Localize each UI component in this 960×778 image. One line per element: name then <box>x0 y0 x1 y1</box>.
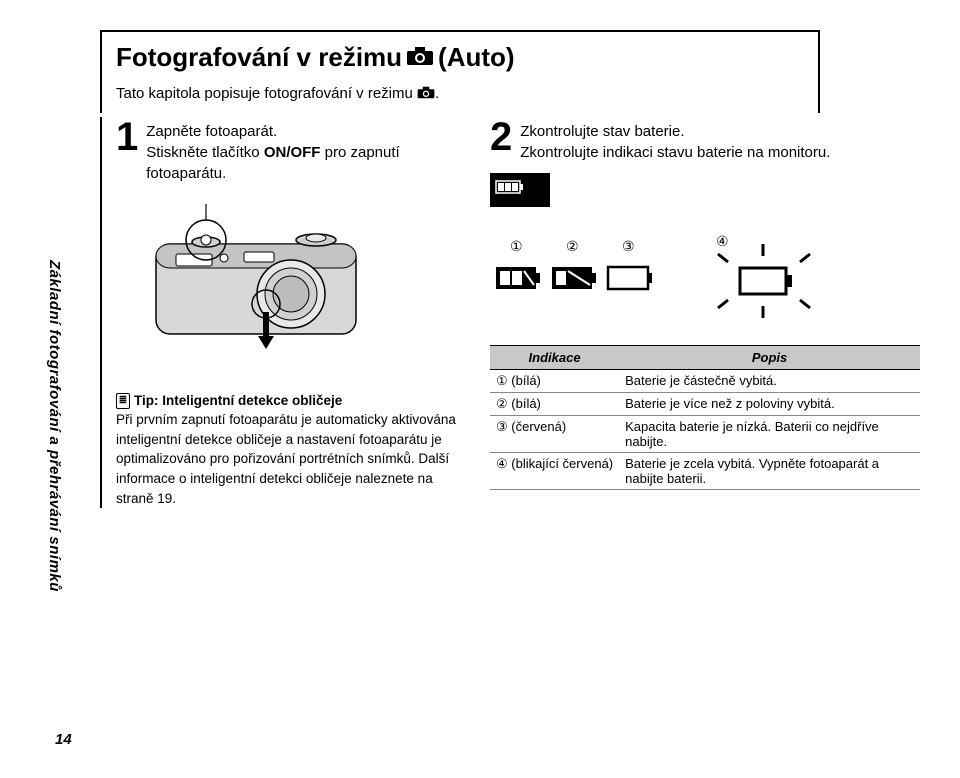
side-tab: Základní fotografování a přehrávání sním… <box>46 260 63 592</box>
page-title: Fotografování v režimu (Auto) <box>116 42 804 73</box>
tip-title-text: Tip: Inteligentní detekce obličeje <box>134 391 342 411</box>
step-2-text: Zkontrolujte stav baterie. Zkontrolujte … <box>520 117 830 163</box>
cell-description: Kapacita baterie je nízká. Baterii co ne… <box>619 415 920 452</box>
battery-indicators: ① ② ③ <box>490 232 920 327</box>
tip-block: ≣ Tip: Inteligentní detekce obličeje Při… <box>116 389 460 509</box>
indicator-4: ④ <box>710 232 820 327</box>
svg-text:③: ③ <box>622 238 635 254</box>
intro-prefix: Tato kapitola popisuje fotografování v r… <box>116 85 417 102</box>
svg-text:④: ④ <box>716 233 729 249</box>
cell-description: Baterie je částečně vybitá. <box>619 369 920 392</box>
camera-icon-small <box>417 86 435 103</box>
intro-suffix: . <box>435 85 439 102</box>
step-1-text: Zapněte fotoaparát. Stiskněte tlačítko O… <box>146 117 460 184</box>
step1-onoff: ON/OFF <box>264 144 321 161</box>
left-column: 1 Zapněte fotoaparát. Stiskněte tlačítko… <box>100 117 460 509</box>
columns: 1 Zapněte fotoaparát. Stiskněte tlačítko… <box>100 117 920 509</box>
step1-line1: Zapněte fotoaparát. <box>146 123 277 140</box>
step-1-number: 1 <box>116 117 138 157</box>
page-content: Fotografování v režimu (Auto) Tato kapit… <box>100 30 920 508</box>
table-row: ③ (červená) Kapacita baterie je nízká. B… <box>490 415 920 452</box>
svg-text:②: ② <box>566 238 579 254</box>
step2-line2: Zkontrolujte indikaci stavu baterie na m… <box>520 144 830 161</box>
right-column: 2 Zkontrolujte stav baterie. Zkontrolujt… <box>490 117 920 509</box>
cell-description: Baterie je více než z poloviny vybitá. <box>619 392 920 415</box>
indicator-table: Indikace Popis ① (bílá) Baterie je částe… <box>490 345 920 490</box>
indicators-123: ① ② ③ <box>490 237 670 322</box>
step-2-number: 2 <box>490 117 512 157</box>
step2-line1: Zkontrolujte stav baterie. <box>520 123 684 140</box>
cell-description: Baterie je zcela vybitá. Vypněte fotoapa… <box>619 452 920 489</box>
camera-icon <box>406 42 434 73</box>
step-1: 1 Zapněte fotoaparát. Stiskněte tlačítko… <box>116 117 460 184</box>
svg-text:①: ① <box>510 238 523 254</box>
table-row: ① (bílá) Baterie je částečně vybitá. <box>490 369 920 392</box>
cell-indication: ③ (červená) <box>490 415 619 452</box>
title-suffix: (Auto) <box>438 42 515 73</box>
tip-body: Při prvním zapnutí fotoaparátu je automa… <box>116 412 456 505</box>
table-row: ② (bílá) Baterie je více než z poloviny … <box>490 392 920 415</box>
page-number: 14 <box>55 731 72 748</box>
cell-indication: ② (bílá) <box>490 392 619 415</box>
step1-line2a: Stiskněte tlačítko <box>146 144 264 161</box>
battery-monitor <box>490 173 920 212</box>
cell-indication: ④ (blikající červená) <box>490 452 619 489</box>
tip-title: ≣ Tip: Inteligentní detekce obličeje <box>116 391 342 411</box>
table-row: ④ (blikající červená) Baterie je zcela v… <box>490 452 920 489</box>
th-description: Popis <box>619 345 920 369</box>
cell-indication: ① (bílá) <box>490 369 619 392</box>
title-box: Fotografování v režimu (Auto) <box>100 30 820 79</box>
intro-text: Tato kapitola popisuje fotografování v r… <box>100 79 820 113</box>
th-indication: Indikace <box>490 345 619 369</box>
step-2: 2 Zkontrolujte stav baterie. Zkontrolujt… <box>490 117 920 163</box>
title-prefix: Fotografování v režimu <box>116 42 402 73</box>
camera-illustration <box>146 204 460 359</box>
note-icon: ≣ <box>116 393 130 409</box>
